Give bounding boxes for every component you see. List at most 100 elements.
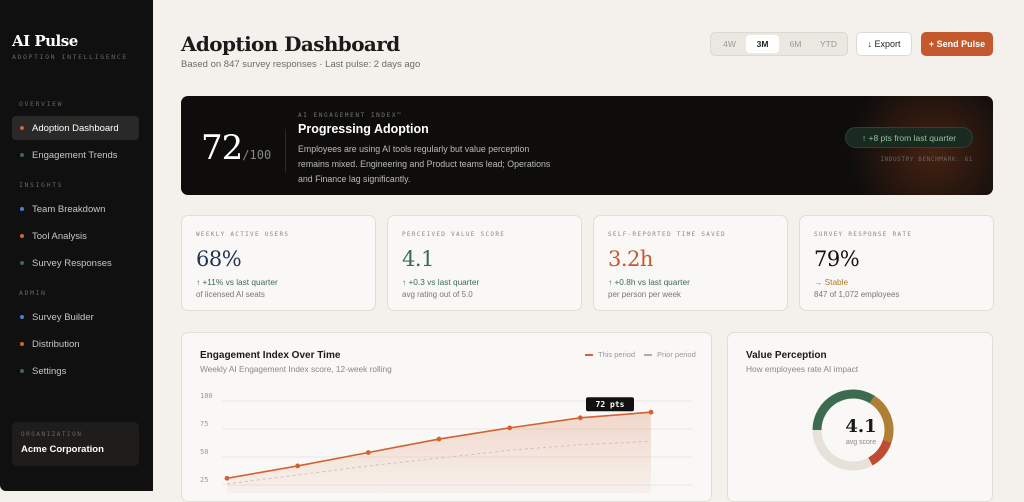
status-dot-icon bbox=[20, 207, 24, 211]
kpi-label: SELF-REPORTED TIME SAVED bbox=[608, 231, 726, 238]
score-max: /100 bbox=[242, 148, 272, 162]
kpi-value: 68% bbox=[196, 247, 242, 271]
brand-logo: AI Pulse bbox=[12, 32, 78, 50]
kpi-value: 3.2h bbox=[608, 247, 653, 271]
prior-period-line bbox=[226, 440, 652, 485]
org-label: ORGANIZATION bbox=[21, 431, 83, 438]
kpi-label: WEEKLY ACTIVE USERS bbox=[196, 231, 290, 238]
section-overview: OVERVIEW bbox=[19, 100, 64, 108]
sidebar-item-survey-builder[interactable]: Survey Builder bbox=[12, 305, 139, 329]
data-point[interactable] bbox=[507, 425, 513, 431]
range-selector: 4W 3M 6M YTD bbox=[710, 32, 848, 56]
sidebar-item-engagement-trends[interactable]: Engagement Trends bbox=[12, 143, 139, 167]
legend-label: This period bbox=[598, 350, 636, 359]
value-perception-card: Value Perception How employees rate AI i… bbox=[727, 332, 993, 502]
index-score: 72/100 bbox=[201, 128, 271, 168]
sidebar-item-label: Survey Builder bbox=[32, 311, 94, 323]
industry-benchmark: INDUSTRY BENCHMARK: 61 bbox=[880, 156, 973, 163]
engagement-line-chart: 100 75 50 25 72 pts bbox=[200, 392, 692, 493]
kpi-subtext: 847 of 1,072 employees bbox=[814, 290, 900, 299]
org-name: Acme Corporation bbox=[21, 444, 104, 455]
status-dot-icon bbox=[20, 369, 24, 373]
data-point[interactable] bbox=[224, 475, 230, 481]
chart-title: Engagement Index Over Time bbox=[200, 350, 341, 361]
y-tick-label: 100 bbox=[200, 392, 213, 400]
sidebar-item-label: Tool Analysis bbox=[32, 230, 87, 242]
tooltip-text: 72 pts bbox=[596, 400, 625, 409]
status-dot-icon bbox=[20, 261, 24, 265]
sidebar-item-label: Team Breakdown bbox=[32, 203, 106, 215]
sidebar-item-survey-responses[interactable]: Survey Responses bbox=[12, 251, 139, 275]
range-6m[interactable]: 6M bbox=[789, 39, 802, 49]
chart-subtitle: Weekly AI Engagement Index score, 12-wee… bbox=[200, 364, 392, 374]
kpi-card: SURVEY RESPONSE RATE 79% → Stable 847 of… bbox=[799, 215, 994, 311]
kpi-delta: ↑ +0.8h vs last quarter bbox=[608, 277, 690, 287]
donut-segment bbox=[867, 439, 892, 466]
sidebar-item-label: Settings bbox=[32, 365, 67, 377]
kpi-delta: ↑ +11% vs last quarter bbox=[196, 277, 278, 287]
sidebar-item-label: Distribution bbox=[32, 338, 80, 350]
kpi-card: PERCEIVED VALUE SCORE 4.1 ↑ +0.3 vs last… bbox=[387, 215, 582, 311]
y-tick-label: 50 bbox=[200, 448, 208, 456]
kpi-card: WEEKLY ACTIVE USERS 68% ↑ +11% vs last q… bbox=[181, 215, 376, 311]
data-point[interactable] bbox=[648, 409, 654, 415]
score-value: 72 bbox=[201, 128, 243, 168]
index-label: AI ENGAGEMENT INDEX™ bbox=[298, 112, 403, 119]
sidebar-item-tool-analysis[interactable]: Tool Analysis bbox=[12, 224, 139, 248]
donut-center-label: avg score bbox=[845, 439, 877, 446]
kpi-label: PERCEIVED VALUE SCORE bbox=[402, 231, 506, 238]
status-dot-icon bbox=[20, 342, 24, 346]
donut-center-value: 4.1 bbox=[845, 416, 877, 437]
status-dot-icon bbox=[20, 234, 24, 238]
status-dot-icon bbox=[20, 153, 24, 157]
index-description: Employees are using AI tools regularly b… bbox=[298, 144, 551, 184]
data-point[interactable] bbox=[577, 415, 583, 421]
range-ytd[interactable]: YTD bbox=[820, 39, 837, 49]
y-tick-label: 75 bbox=[200, 420, 208, 428]
y-tick-label: 25 bbox=[200, 476, 208, 484]
section-admin: ADMIN bbox=[19, 289, 47, 297]
donut-segment bbox=[812, 389, 875, 431]
send-pulse-button[interactable]: + Send Pulse bbox=[921, 32, 993, 56]
range-4w[interactable]: 4W bbox=[723, 39, 736, 49]
kpi-value: 79% bbox=[814, 247, 860, 271]
kpi-subtext: per person per week bbox=[608, 290, 681, 299]
legend-label: Prior period bbox=[657, 350, 696, 359]
sidebar-item-settings[interactable]: Settings bbox=[12, 359, 139, 383]
organization-card[interactable]: ORGANIZATION Acme Corporation bbox=[12, 422, 139, 466]
data-point[interactable] bbox=[365, 450, 371, 455]
kpi-subtext: of licensed AI seats bbox=[196, 290, 265, 299]
range-3m[interactable]: 3M bbox=[746, 35, 779, 53]
section-insights: INSIGHTS bbox=[19, 181, 64, 189]
sidebar-item-label: Survey Responses bbox=[32, 257, 112, 269]
page-title: Adoption Dashboard bbox=[181, 32, 400, 56]
sidebar-item-distribution[interactable]: Distribution bbox=[12, 332, 139, 356]
legend-this-period: This period bbox=[585, 350, 635, 359]
kpi-delta: → Stable bbox=[814, 277, 849, 287]
value-title: Value Perception bbox=[746, 350, 827, 361]
donut-segment bbox=[869, 395, 894, 443]
data-point[interactable] bbox=[295, 463, 301, 469]
sidebar-item-adoption-dashboard[interactable]: Adoption Dashboard bbox=[12, 116, 139, 140]
tooltip bbox=[586, 397, 634, 412]
donut-segment bbox=[812, 429, 873, 471]
sidebar-item-label: Adoption Dashboard bbox=[32, 122, 119, 134]
sidebar: AI Pulse ADOPTION INTELLIGENCE OVERVIEW … bbox=[0, 0, 153, 491]
kpi-label: SURVEY RESPONSE RATE bbox=[814, 231, 913, 238]
sidebar-item-team-breakdown[interactable]: Team Breakdown bbox=[12, 197, 139, 221]
kpi-card: SELF-REPORTED TIME SAVED 3.2h ↑ +0.8h vs… bbox=[593, 215, 788, 311]
area-fill bbox=[227, 412, 651, 493]
status-dot-icon bbox=[20, 315, 24, 319]
legend-prior-period: Prior period bbox=[644, 350, 696, 359]
engagement-index-banner: 72/100 AI ENGAGEMENT INDEX™ Progressing … bbox=[181, 96, 993, 195]
status-dot-icon bbox=[20, 126, 24, 130]
kpi-value: 4.1 bbox=[402, 247, 434, 271]
sidebar-item-label: Engagement Trends bbox=[32, 149, 118, 161]
brand-tagline: ADOPTION INTELLIGENCE bbox=[12, 53, 128, 61]
data-point[interactable] bbox=[436, 436, 442, 442]
delta-badge: ↑ +8 pts from last quarter bbox=[845, 127, 973, 148]
kpi-delta: ↑ +0.3 vs last quarter bbox=[402, 277, 480, 287]
value-subtitle: How employees rate AI impact bbox=[746, 364, 859, 374]
export-button[interactable]: ↓ Export bbox=[856, 32, 912, 56]
kpi-subtext: avg rating out of 5.0 bbox=[402, 290, 473, 299]
